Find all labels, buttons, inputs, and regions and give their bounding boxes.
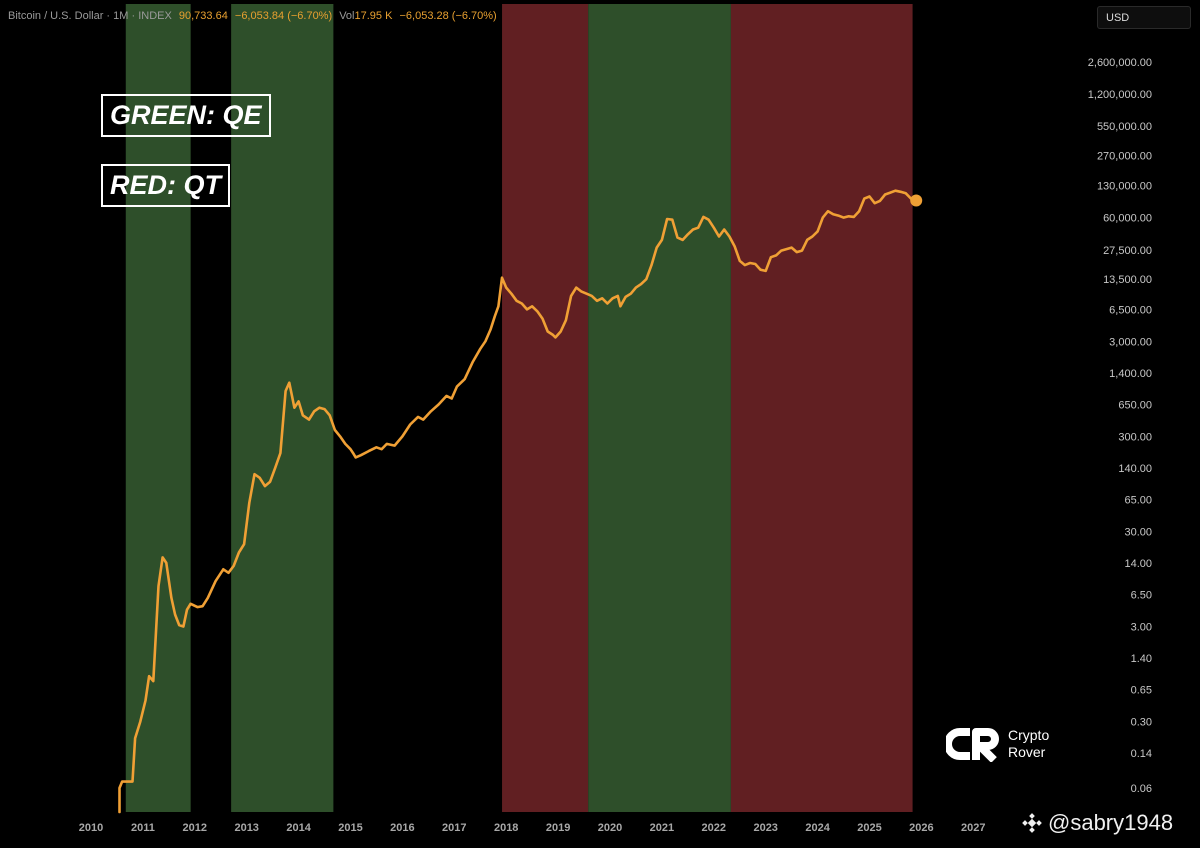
y-tick: 300.00 <box>1118 431 1152 443</box>
volume-label: Vol <box>339 10 355 22</box>
x-tick-2016: 2016 <box>390 822 414 834</box>
last-price-point <box>910 194 923 207</box>
y-tick: 27,500.00 <box>1103 245 1152 257</box>
x-tick-2013: 2013 <box>234 822 258 834</box>
y-tick: 6,500.00 <box>1109 304 1152 316</box>
y-tick: 0.06 <box>1131 783 1152 795</box>
volume-change: −6,053.28 (−6.70%) <box>399 10 497 22</box>
x-tick-2024: 2024 <box>805 822 830 834</box>
y-tick: 65.00 <box>1124 494 1152 506</box>
y-tick: 14.00 <box>1124 558 1152 570</box>
x-tick-2027: 2027 <box>961 822 985 834</box>
currency-selector[interactable]: USD <box>1097 6 1191 29</box>
qt-region-2 <box>502 4 589 812</box>
y-tick: 0.14 <box>1131 748 1152 760</box>
y-tick: 1.40 <box>1131 653 1152 665</box>
x-tick-2019: 2019 <box>546 822 570 834</box>
price-change: −6,053.84 (−6.70%) <box>234 10 333 22</box>
watermark: @sabry1948 <box>1022 810 1173 836</box>
logo-line1: Crypto <box>1008 727 1050 743</box>
y-tick: 6.50 <box>1131 590 1152 602</box>
x-axis-ticks: 2010 2011 2012 2013 2014 2015 2016 2017 2018 2019… <box>79 822 986 834</box>
x-tick-2021: 2021 <box>650 822 674 834</box>
x-tick-2025: 2025 <box>857 822 881 834</box>
price-line <box>118 189 918 814</box>
y-tick: 0.65 <box>1131 685 1152 697</box>
y-tick: 1,400.00 <box>1109 368 1152 380</box>
y-tick: 550,000.00 <box>1097 121 1152 133</box>
x-tick-2018: 2018 <box>494 822 518 834</box>
y-tick: 3.00 <box>1131 621 1152 633</box>
y-tick: 140.00 <box>1118 463 1152 475</box>
cr-logo-icon <box>946 728 999 762</box>
x-tick-2012: 2012 <box>183 822 207 834</box>
x-tick-2022: 2022 <box>702 822 726 834</box>
y-tick: 13,500.00 <box>1103 274 1152 286</box>
y-tick: 270,000.00 <box>1097 151 1152 163</box>
qe-region-3 <box>588 4 731 812</box>
price-value: 90,733.64 <box>178 10 228 22</box>
x-tick-2015: 2015 <box>338 822 362 834</box>
x-tick-2020: 2020 <box>598 822 622 834</box>
qt-region-4 <box>730 4 913 812</box>
watermark-text: @sabry1948 <box>1048 810 1174 835</box>
y-tick: 60,000.00 <box>1103 213 1152 225</box>
x-tick-2026: 2026 <box>909 822 933 834</box>
y-tick: 0.30 <box>1131 717 1152 729</box>
y-tick: 130,000.00 <box>1097 181 1152 193</box>
logo-line2: Rover <box>1008 744 1046 760</box>
y-tick: 2,600,000.00 <box>1088 57 1152 69</box>
x-tick-2017: 2017 <box>442 822 466 834</box>
y-tick: 30.00 <box>1124 526 1152 538</box>
qe-qt-regions <box>125 4 913 812</box>
y-tick: 650.00 <box>1118 399 1152 411</box>
x-tick-2011: 2011 <box>131 822 155 834</box>
crypto-rover-logo: Crypto Rover <box>946 726 1049 762</box>
chart-header: Bitcoin / U.S. Dollar · 1M · INDEX 90,73… <box>8 10 501 22</box>
legend-qe: GREEN: QE <box>101 94 271 137</box>
qe-region-1 <box>231 4 334 812</box>
x-tick-2014: 2014 <box>286 822 311 834</box>
x-tick-2023: 2023 <box>753 822 777 834</box>
y-axis-ticks: 2,600,000.00 1,200,000.00 550,000.00 270,00… <box>1088 57 1152 795</box>
x-tick-2010: 2010 <box>79 822 103 834</box>
logo-text: Crypto Rover <box>1008 727 1049 761</box>
legend-qt: RED: QT <box>101 164 230 207</box>
diamond-logo-icon <box>1022 813 1042 833</box>
symbol-label: Bitcoin / U.S. Dollar · 1M · INDEX <box>8 10 172 22</box>
volume-value: 17.95 K <box>354 10 393 22</box>
y-tick: 1,200,000.00 <box>1088 89 1152 101</box>
qe-region-0 <box>125 4 191 812</box>
y-tick: 3,000.00 <box>1109 336 1152 348</box>
